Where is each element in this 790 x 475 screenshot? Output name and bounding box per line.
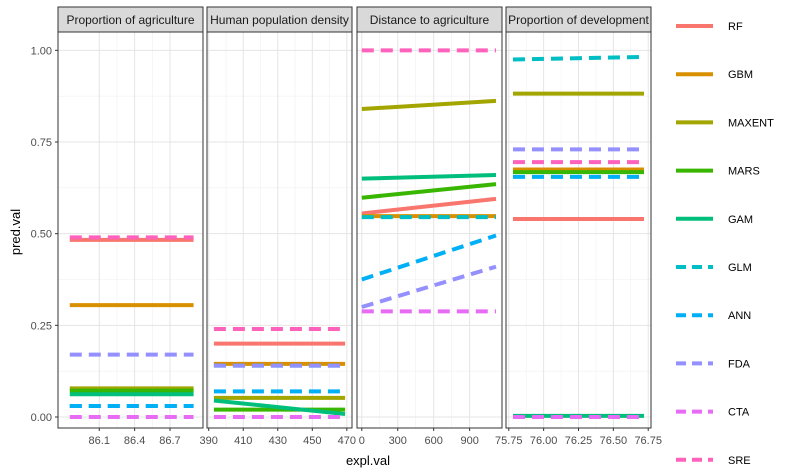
strip-background [206,6,353,33]
y-axis-title: pred.val [8,209,23,255]
plot-background [58,32,203,428]
legend-item-fda: FDA [676,358,751,370]
series-line-gam [213,398,346,417]
series-line-ann [361,233,497,282]
x-tick-label: 900 [460,435,478,447]
series-line-mars [361,182,497,200]
legend-label: CTA [728,407,750,419]
x-tick-label: 86.4 [124,435,145,447]
legend-label: GAM [728,214,753,226]
x-tick-label: 76.25 [565,435,593,447]
series-line-glm [512,54,645,62]
legend-item-glm: GLM [676,262,752,274]
plot-background [207,32,352,428]
strip-background [356,6,503,33]
legend-item-ann: ANN [676,310,751,322]
series-line-maxent [361,98,497,111]
y-tick-label: 0.50 [31,229,52,241]
x-tick-label: 75.75 [495,435,523,447]
x-tick-label: 86.7 [159,435,180,447]
x-tick-label: 86.1 [89,435,110,447]
panel-proportion-of-agriculture: Proportion of agriculture 86.1 86.4 86.7 [57,6,204,447]
legend-label: FDA [728,358,751,370]
legend-label: SRE [728,455,751,467]
y-tick-label: 0.75 [31,137,52,149]
panel-proportion-of-development: Proportion of development 75.75 76.00 76.25… [495,6,662,447]
chart-panels: Proportion of agriculture 86.1 86.4 86.7 Hum… [57,6,662,447]
x-tick-label: 76.75 [634,435,662,447]
legend-item-mars: MARS [676,166,760,178]
x-tick-label: 600 [425,435,443,447]
legend-item-cta: CTA [676,407,750,419]
strip-background [57,6,204,33]
legend-label: ANN [728,310,751,322]
legend-item-sre: SRE [676,455,751,467]
panel-border [206,31,353,429]
legend-label: GBM [728,69,753,81]
y-axis: 0.00 0.25 0.50 0.75 1.00 [31,45,58,424]
legend-label: MAXENT [728,117,774,129]
y-tick-label: 0.00 [31,412,52,424]
x-tick-label: 390 [200,435,218,447]
strip-title: Distance to agriculture [370,13,490,27]
x-axis-title: expl.val [346,453,390,468]
series-line-fda [361,264,497,309]
x-tick-label: 76.50 [600,435,628,447]
strip-background [505,6,652,33]
legend-item-gbm: GBM [676,69,753,81]
x-tick-label: 76.00 [530,435,558,447]
plot-background [357,32,502,428]
y-tick-label: 0.25 [31,320,52,332]
x-tick-label: 470 [338,435,356,447]
panel-distance-to-agriculture: Distance to agriculture 0 300 600 900 [356,6,503,447]
legend-item-rf: RF [676,21,743,33]
x-tick-label: 300 [389,435,407,447]
panel-human-population-density: Human population density 390 410 430 450 470 [200,6,356,447]
x-tick-label: 0 [359,435,365,447]
legend-item-gam: GAM [676,214,753,226]
series-line-rf [361,196,497,216]
legend-label: MARS [728,166,760,178]
strip-title: Proportion of development [508,13,649,27]
x-tick-label: 410 [234,435,252,447]
panel-border [356,31,503,429]
legend-item-maxent: MAXENT [676,117,774,129]
x-tick-label: 430 [269,435,287,447]
panel-border [57,31,204,429]
y-tick-label: 1.00 [31,45,52,57]
legend-label: RF [728,21,743,33]
legend-label: GLM [728,262,752,274]
strip-title: Human population density [210,13,349,27]
series-line-gam [361,173,497,181]
strip-title: Proportion of agriculture [66,13,194,27]
x-tick-label: 450 [303,435,321,447]
legend: RF GBM MAXENT MARS GAM GLM ANN FDA CTA SRE [676,21,774,467]
